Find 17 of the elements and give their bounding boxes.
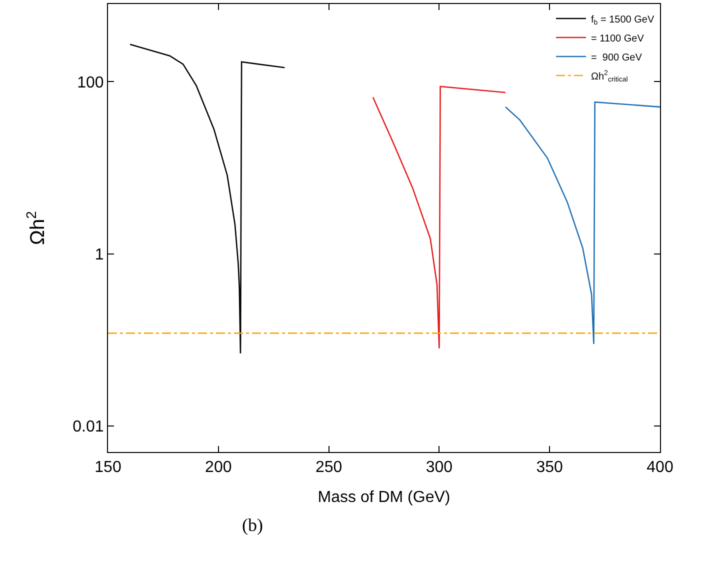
line-series xyxy=(129,44,286,354)
y-tick-label: 0.01 xyxy=(72,418,104,436)
y-tick-label: 100 xyxy=(77,74,104,92)
x-tick-label: 150 xyxy=(94,459,122,476)
legend-label: f$_{b}$ = 1500 GeV xyxy=(591,14,654,26)
y-tick-label: 1 xyxy=(94,246,104,264)
text: (b) xyxy=(242,515,263,535)
x-axis-title: Mass of DM (GeV) xyxy=(318,488,450,506)
x-tick-label: 400 xyxy=(646,459,674,476)
x-tick-label: 200 xyxy=(205,459,232,476)
x-tick-label: 350 xyxy=(536,459,564,476)
x-tick-label: 300 xyxy=(426,459,453,476)
line-series xyxy=(504,101,660,345)
line-series xyxy=(372,86,506,349)
x-tick-label: 250 xyxy=(315,459,342,476)
legend-label: = 1100 GeV xyxy=(591,33,644,44)
legend-label: = 900 GeV xyxy=(591,52,642,64)
